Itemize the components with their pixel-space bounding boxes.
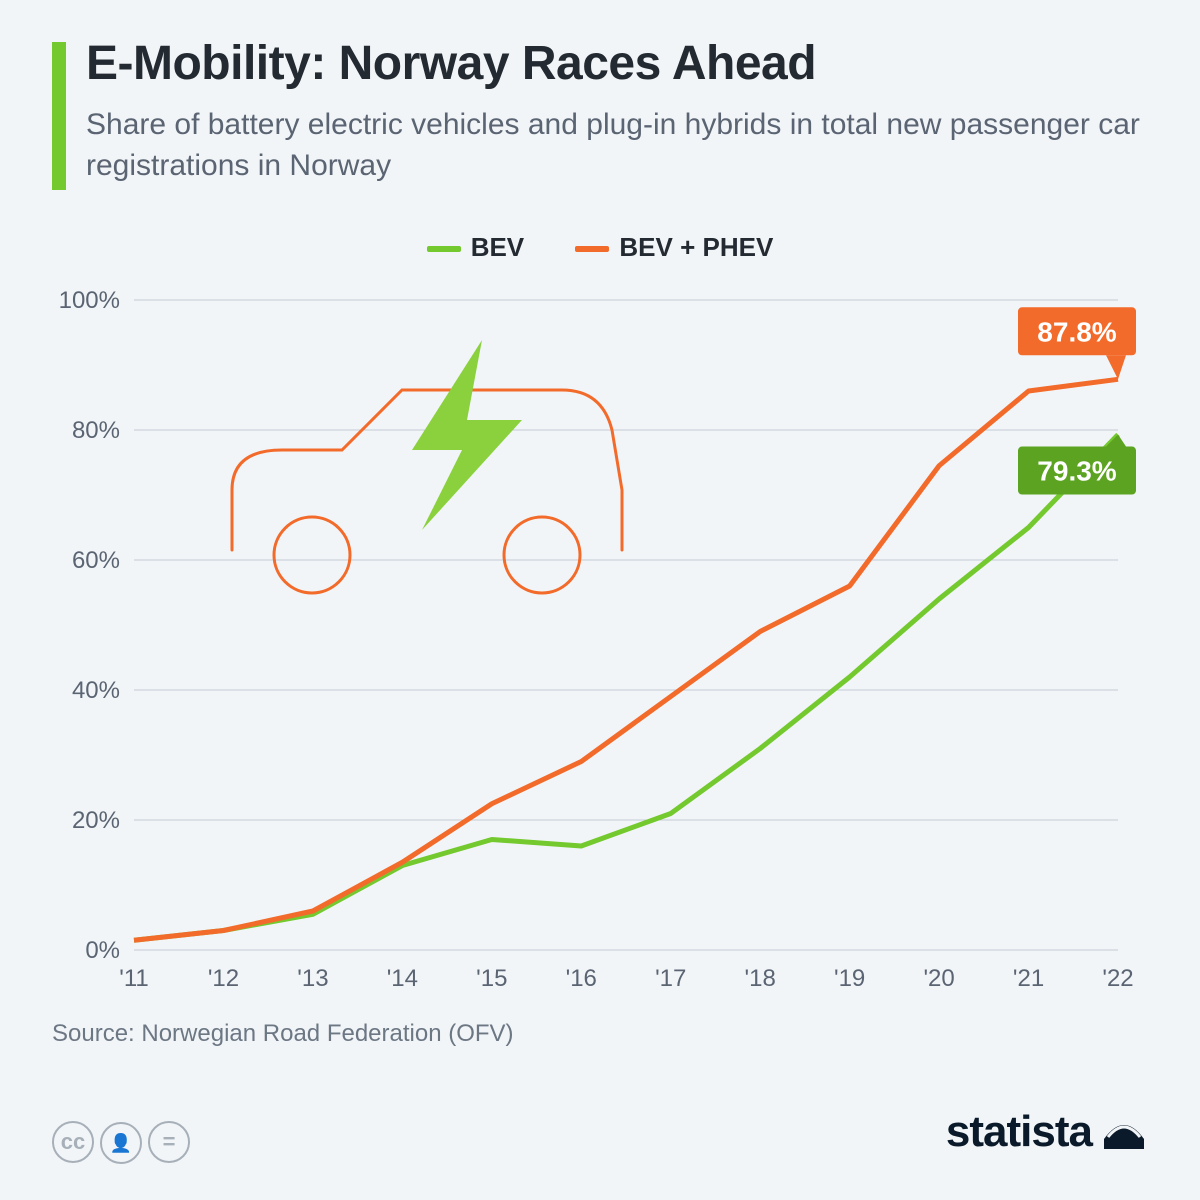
by-icon: 👤 [100, 1122, 142, 1164]
cc-license-icons: cc👤= [52, 1121, 196, 1164]
nd-icon: = [148, 1121, 190, 1163]
svg-text:'17: '17 [655, 965, 686, 992]
brand-logo: statista [946, 1105, 1148, 1164]
legend-item-bevphev: BEV + PHEV [575, 232, 773, 263]
legend-swatch-bev [427, 246, 461, 252]
svg-text:60%: 60% [72, 547, 120, 574]
accent-bar [52, 42, 66, 190]
svg-text:'21: '21 [1013, 965, 1044, 992]
legend-label-bevphev: BEV + PHEV [619, 232, 773, 262]
callout-BEV: 79.3% [1018, 435, 1136, 495]
legend: BEV BEV + PHEV [0, 232, 1200, 263]
chart-svg: 0% 20% 40% 60% 80% 100% '11 '12 '13 '14 '15 '16 '17 '… [52, 280, 1148, 1000]
svg-text:'20: '20 [923, 965, 954, 992]
cc-icon: cc [52, 1121, 94, 1163]
chart-subtitle: Share of battery electric vehicles and p… [86, 105, 1150, 186]
svg-text:100%: 100% [59, 287, 120, 314]
svg-text:'11: '11 [119, 965, 149, 992]
svg-text:'19: '19 [834, 965, 865, 992]
svg-text:'13: '13 [297, 965, 328, 992]
legend-item-bev: BEV [427, 232, 524, 263]
brand-text: statista [946, 1107, 1092, 1156]
brand-swoosh-icon [1100, 1105, 1148, 1164]
svg-text:'16: '16 [566, 965, 597, 992]
svg-text:'15: '15 [476, 965, 507, 992]
svg-text:'12: '12 [208, 965, 239, 992]
chart-title: E-Mobility: Norway Races Ahead [86, 36, 1150, 91]
series-BEV [134, 435, 1118, 941]
svg-text:79.3%: 79.3% [1037, 456, 1116, 487]
svg-text:87.8%: 87.8% [1037, 316, 1116, 347]
source-text: Source: Norwegian Road Federation (OFV) [52, 1020, 514, 1048]
callout-BEV + PHEV: 87.8% [1018, 307, 1136, 379]
svg-text:40%: 40% [72, 677, 120, 704]
legend-label-bev: BEV [471, 232, 524, 262]
series-BEV + PHEV [134, 379, 1118, 940]
legend-swatch-bevphev [575, 246, 609, 252]
svg-text:80%: 80% [72, 417, 120, 444]
footer: cc👤= statista [52, 1108, 1148, 1164]
line-chart: 0% 20% 40% 60% 80% 100% '11 '12 '13 '14 '15 '16 '17 '… [52, 280, 1148, 1000]
svg-text:'14: '14 [387, 965, 418, 992]
ev-car-icon [232, 340, 622, 593]
svg-text:'22: '22 [1102, 965, 1133, 992]
header: E-Mobility: Norway Races Ahead Share of … [86, 36, 1150, 186]
svg-text:'18: '18 [745, 965, 776, 992]
svg-text:0%: 0% [85, 937, 120, 964]
svg-text:20%: 20% [72, 807, 120, 834]
